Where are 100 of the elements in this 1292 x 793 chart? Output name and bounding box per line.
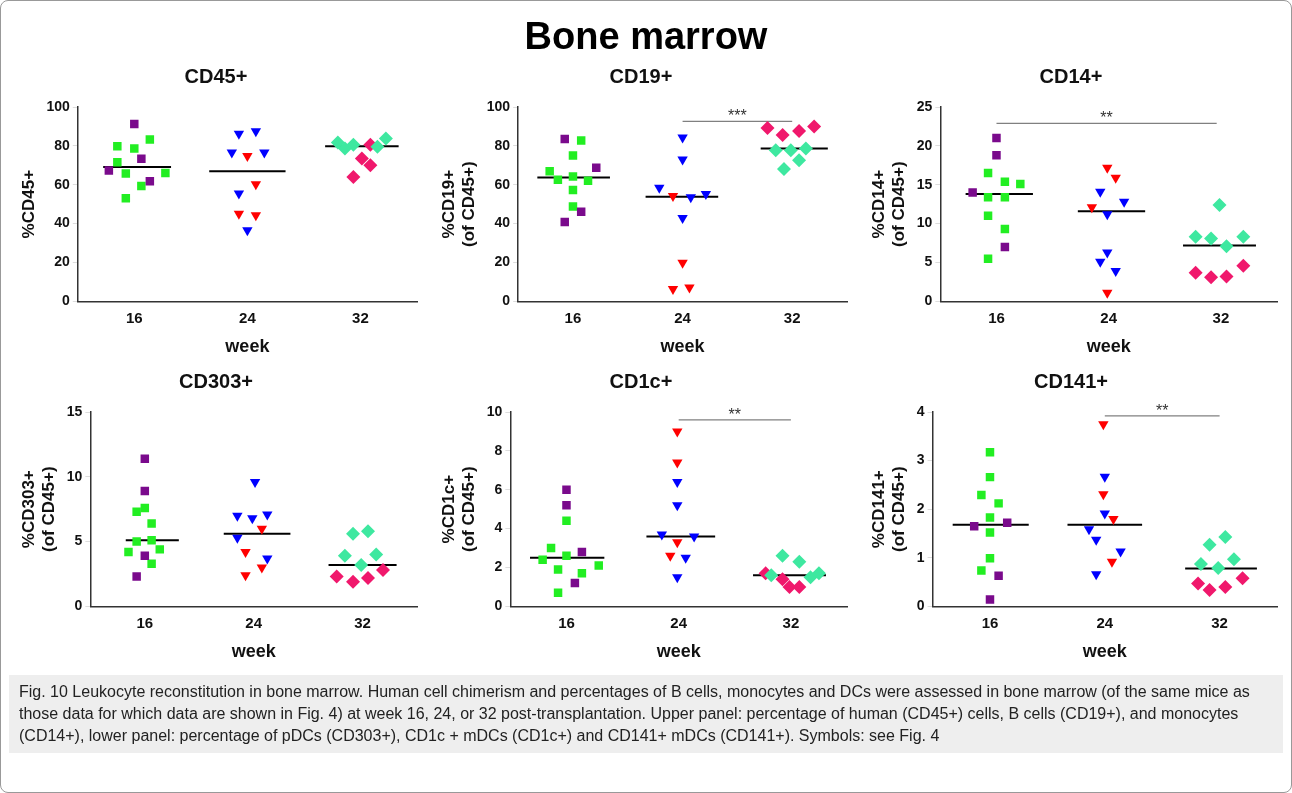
point: [775, 548, 790, 563]
point: [764, 568, 779, 583]
point: [782, 579, 797, 594]
point: [665, 552, 676, 562]
point: [250, 212, 262, 222]
y-axis-title: %CD45+: [18, 169, 38, 239]
point: [1188, 229, 1203, 244]
point: [562, 485, 571, 494]
x-tick-label: 32: [1211, 613, 1228, 631]
chart-title: CD1c+: [609, 369, 673, 392]
point: [1110, 268, 1121, 278]
x-tick-label: 16: [125, 308, 143, 326]
point: [672, 502, 683, 512]
y-axis-title: %CD14+ (of CD45+): [868, 161, 909, 247]
point: [1212, 197, 1227, 212]
point: [594, 561, 603, 570]
point: [378, 131, 393, 146]
x-tick-label: 24: [670, 613, 688, 631]
point: [983, 254, 993, 263]
point: [346, 137, 361, 152]
y-tick-label: 4: [916, 402, 925, 419]
point: [240, 572, 251, 582]
point: [1102, 249, 1113, 259]
point: [1204, 231, 1219, 246]
point: [700, 191, 712, 201]
chart-title: CD303+: [179, 369, 253, 392]
point: [1226, 552, 1241, 567]
point: [104, 166, 114, 175]
x-tick-label: 24: [239, 308, 257, 326]
y-axis-title: %CD19+ (of CD45+): [438, 161, 479, 247]
y-tick-label: 60: [54, 175, 70, 192]
point: [262, 555, 273, 565]
point: [545, 167, 554, 176]
y-tick-label: 100: [46, 97, 70, 114]
point: [1095, 258, 1106, 268]
x-tick-label: 16: [558, 613, 575, 631]
point: [121, 169, 131, 178]
y-tick-label: 0: [502, 292, 511, 309]
point: [760, 121, 775, 135]
point: [242, 227, 253, 237]
point: [1118, 198, 1130, 208]
point: [684, 284, 695, 294]
x-tick-label: 32: [783, 308, 801, 326]
point: [677, 259, 688, 269]
point: [1090, 536, 1102, 546]
point: [568, 151, 578, 160]
x-tick-label: 32: [1212, 308, 1230, 326]
point: [685, 194, 696, 204]
y-tick-label: 0: [916, 597, 925, 614]
point: [562, 516, 571, 526]
point: [147, 519, 156, 528]
point: [1090, 571, 1102, 581]
point: [775, 572, 790, 587]
y-tick-label: 0: [74, 597, 83, 614]
point: [361, 524, 376, 539]
chart-title: CD45+: [184, 64, 248, 87]
x-axis-title: week: [1081, 641, 1128, 662]
point: [792, 579, 807, 594]
point: [562, 551, 571, 561]
point: [113, 142, 122, 151]
point: [137, 181, 146, 191]
annotation: **: [1100, 109, 1113, 127]
point: [1193, 557, 1208, 572]
point: [337, 548, 352, 563]
point: [1102, 164, 1113, 174]
point: [568, 202, 578, 211]
point: [775, 127, 790, 142]
x-tick-label: 32: [354, 613, 371, 631]
point: [672, 539, 683, 549]
point: [233, 130, 245, 140]
point: [994, 499, 1003, 508]
point: [776, 162, 791, 177]
point: [592, 163, 601, 173]
x-tick-label: 32: [352, 308, 369, 326]
point: [672, 428, 683, 438]
point: [562, 501, 571, 510]
point: [1115, 548, 1126, 558]
point: [1000, 177, 1010, 186]
point: [330, 135, 345, 150]
y-tick-label: 1: [916, 548, 925, 565]
point: [145, 135, 155, 144]
annotation: **: [1155, 401, 1169, 419]
point: [576, 136, 586, 145]
point: [985, 528, 995, 537]
point: [226, 149, 238, 159]
chart-title: CD141+: [1034, 369, 1108, 392]
point: [1218, 579, 1233, 594]
point: [132, 537, 141, 546]
y-tick-label: 10: [916, 214, 933, 231]
y-tick-label: 100: [486, 97, 511, 114]
point: [792, 554, 807, 569]
text: Bone marrow: [523, 15, 769, 58]
point: [1188, 265, 1203, 280]
point: [155, 545, 165, 554]
y-tick-label: 5: [74, 532, 83, 549]
point: [977, 566, 986, 575]
point: [583, 176, 593, 185]
point: [667, 285, 679, 295]
x-axis-title: week: [659, 336, 706, 357]
y-tick-label: 40: [494, 214, 511, 231]
